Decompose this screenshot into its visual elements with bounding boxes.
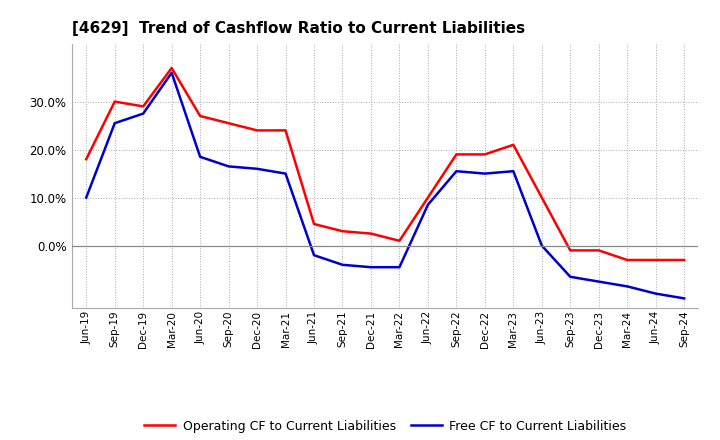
Operating CF to Current Liabilities xyxy=(623,257,631,263)
Free CF to Current Liabilities xyxy=(452,169,461,174)
Free CF to Current Liabilities xyxy=(167,70,176,75)
Operating CF to Current Liabilities xyxy=(509,142,518,147)
Operating CF to Current Liabilities xyxy=(196,114,204,119)
Operating CF to Current Liabilities xyxy=(253,128,261,133)
Operating CF to Current Liabilities xyxy=(652,257,660,263)
Free CF to Current Liabilities xyxy=(423,202,432,207)
Operating CF to Current Liabilities xyxy=(595,248,603,253)
Legend: Operating CF to Current Liabilities, Free CF to Current Liabilities: Operating CF to Current Liabilities, Fre… xyxy=(139,414,631,437)
Free CF to Current Liabilities xyxy=(395,264,404,270)
Free CF to Current Liabilities xyxy=(652,291,660,296)
Free CF to Current Liabilities xyxy=(196,154,204,159)
Text: [4629]  Trend of Cashflow Ratio to Current Liabilities: [4629] Trend of Cashflow Ratio to Curren… xyxy=(72,21,525,36)
Operating CF to Current Liabilities xyxy=(566,248,575,253)
Operating CF to Current Liabilities xyxy=(167,66,176,71)
Operating CF to Current Liabilities xyxy=(366,231,375,236)
Free CF to Current Liabilities xyxy=(623,284,631,289)
Free CF to Current Liabilities xyxy=(680,296,688,301)
Operating CF to Current Liabilities xyxy=(423,195,432,200)
Operating CF to Current Liabilities xyxy=(338,228,347,234)
Operating CF to Current Liabilities xyxy=(680,257,688,263)
Operating CF to Current Liabilities xyxy=(537,195,546,200)
Free CF to Current Liabilities xyxy=(509,169,518,174)
Free CF to Current Liabilities xyxy=(366,264,375,270)
Free CF to Current Liabilities xyxy=(282,171,290,176)
Free CF to Current Liabilities xyxy=(82,195,91,200)
Line: Free CF to Current Liabilities: Free CF to Current Liabilities xyxy=(86,73,684,298)
Free CF to Current Liabilities xyxy=(253,166,261,172)
Free CF to Current Liabilities xyxy=(225,164,233,169)
Free CF to Current Liabilities xyxy=(310,253,318,258)
Operating CF to Current Liabilities xyxy=(225,121,233,126)
Free CF to Current Liabilities xyxy=(139,111,148,116)
Free CF to Current Liabilities xyxy=(537,243,546,248)
Free CF to Current Liabilities xyxy=(595,279,603,284)
Operating CF to Current Liabilities xyxy=(282,128,290,133)
Operating CF to Current Liabilities xyxy=(82,157,91,162)
Free CF to Current Liabilities xyxy=(566,274,575,279)
Line: Operating CF to Current Liabilities: Operating CF to Current Liabilities xyxy=(86,68,684,260)
Free CF to Current Liabilities xyxy=(338,262,347,268)
Operating CF to Current Liabilities xyxy=(452,152,461,157)
Operating CF to Current Liabilities xyxy=(480,152,489,157)
Operating CF to Current Liabilities xyxy=(139,104,148,109)
Free CF to Current Liabilities xyxy=(480,171,489,176)
Operating CF to Current Liabilities xyxy=(395,238,404,243)
Operating CF to Current Liabilities xyxy=(110,99,119,104)
Operating CF to Current Liabilities xyxy=(310,221,318,227)
Free CF to Current Liabilities xyxy=(110,121,119,126)
